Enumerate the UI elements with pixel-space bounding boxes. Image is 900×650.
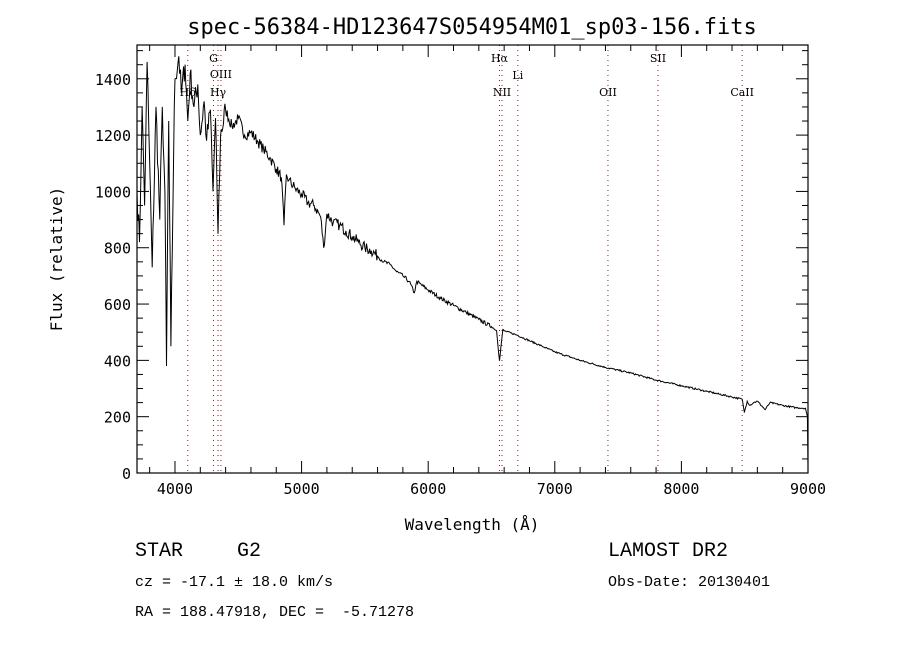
x-tick-label: 6000 (410, 480, 446, 498)
y-tick-label: 0 (122, 465, 131, 483)
line-marker-label: Li (512, 69, 523, 82)
x-tick-label: 5000 (284, 480, 320, 498)
spectrum-line (136, 56, 809, 467)
line-marker-label: SII (650, 52, 666, 65)
y-tick-label: 400 (104, 352, 131, 370)
object-class: STAR (135, 540, 184, 563)
x-tick-label: 8000 (663, 480, 699, 498)
obs-date: Obs-Date: 20130401 (608, 574, 771, 591)
x-tick-label: 4000 (157, 480, 193, 498)
y-tick-label: 1000 (95, 183, 131, 201)
plot-frame (136, 44, 809, 474)
y-tick-label: 1400 (95, 71, 131, 89)
chart-title: spec-56384-HD123647S054954M01_sp03-156.f… (187, 15, 757, 40)
line-marker-label: CaII (730, 86, 754, 99)
y-tick-label: 600 (104, 296, 131, 314)
y-axis-label: Flux (relative) (47, 187, 66, 332)
line-marker-label: OII (599, 86, 617, 99)
coordinates: RA = 188.47918, DEC = -5.71278 (135, 604, 415, 621)
line-marker-label: OIII (210, 68, 232, 81)
survey-label: LAMOST DR2 (608, 540, 729, 563)
line-marker-label: G (209, 52, 218, 65)
x-axis-label: Wavelength (Å) (405, 515, 540, 534)
y-tick-label: 800 (104, 240, 131, 258)
x-tick-label: 9000 (790, 480, 826, 498)
x-tick-label: 7000 (537, 480, 573, 498)
y-tick-label: 200 (104, 409, 131, 427)
line-marker-label: NII (493, 86, 511, 99)
line-marker-label: Hα (491, 52, 509, 65)
subclass: G2 (237, 540, 262, 563)
line-marker-label: Hγ (210, 86, 227, 99)
redshift-info: cz = -17.1 ± 18.0 km/s (135, 574, 334, 591)
y-tick-label: 1200 (95, 127, 131, 145)
